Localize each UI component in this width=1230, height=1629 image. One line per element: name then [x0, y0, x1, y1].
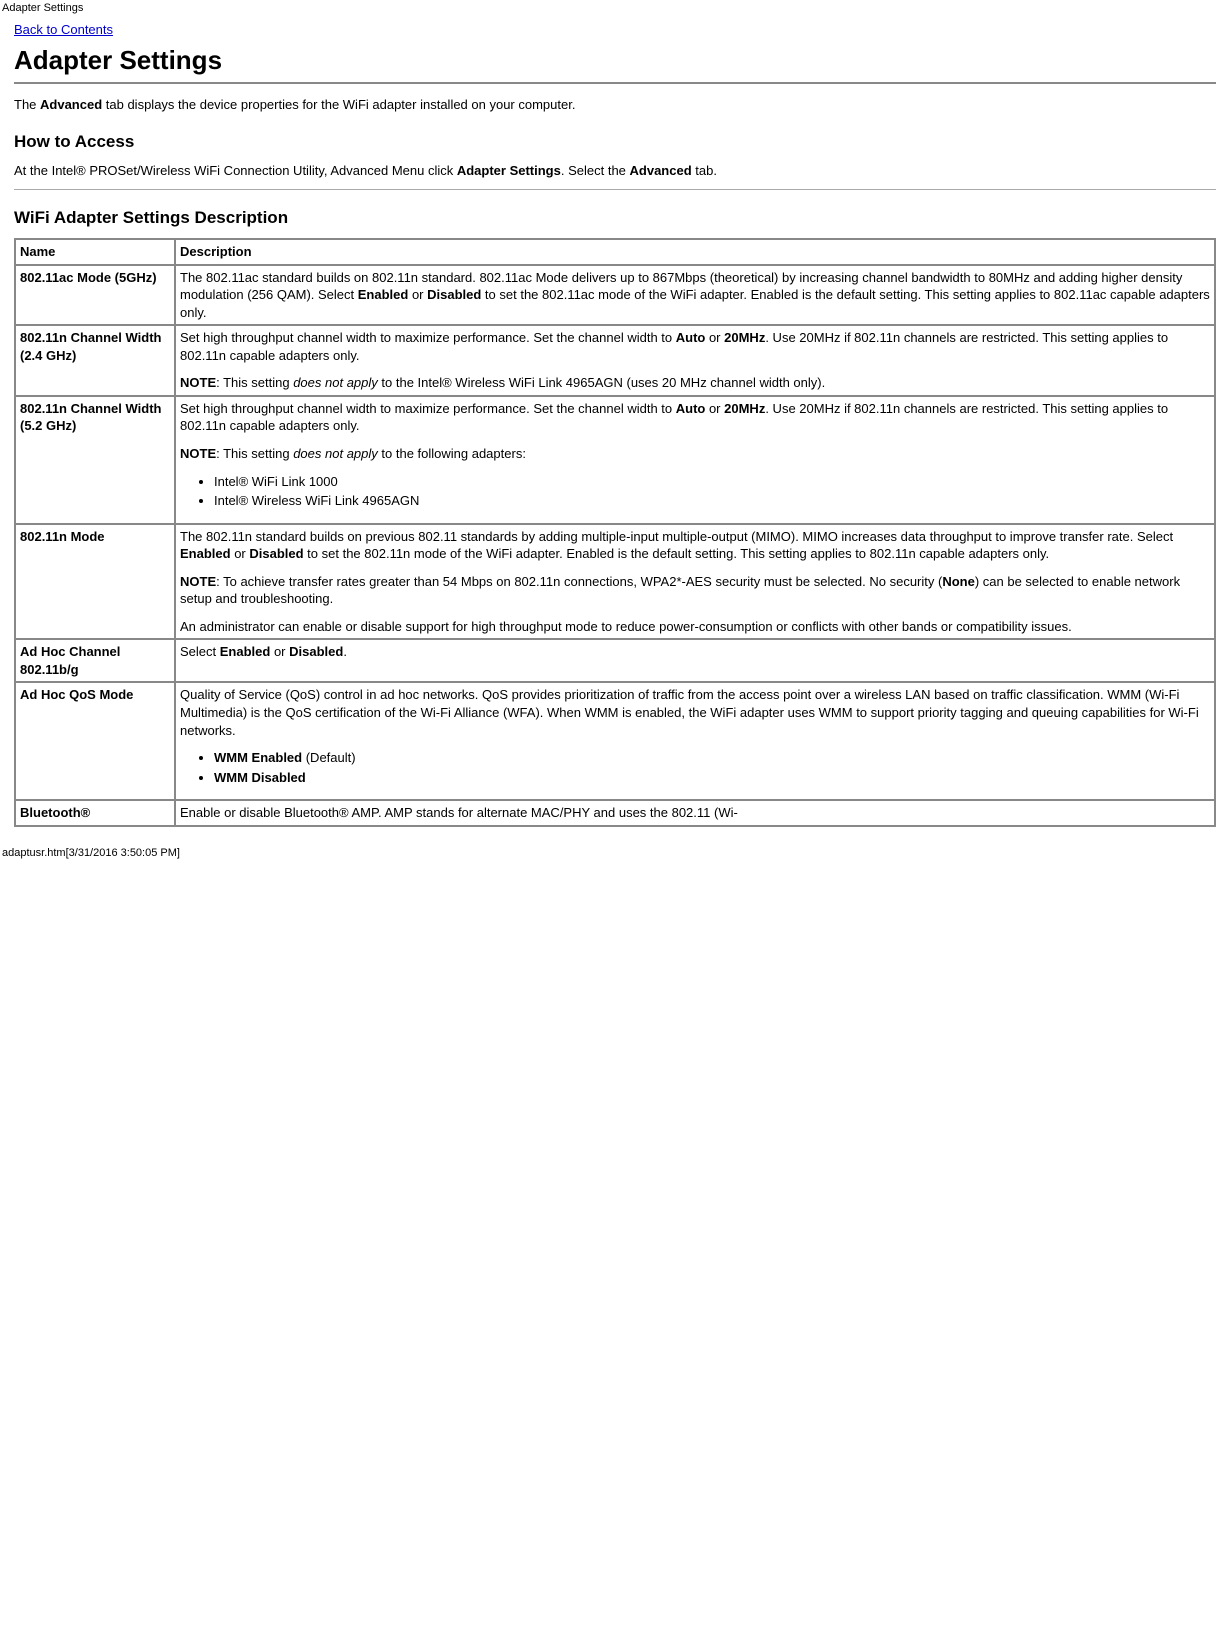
list-item: WMM Enabled (Default) — [214, 749, 1210, 767]
adapter-list: Intel® WiFi Link 1000 Intel® Wireless Wi… — [180, 473, 1210, 510]
setting-description: The 802.11n standard builds on previous … — [175, 524, 1215, 640]
setting-description: The 802.11ac standard builds on 802.11n … — [175, 265, 1215, 326]
setting-name: 802.11ac Mode (5GHz) — [15, 265, 175, 326]
table-heading: WiFi Adapter Settings Description — [14, 208, 1216, 228]
page-tag: Adapter Settings — [2, 2, 1230, 14]
list-item: Intel® WiFi Link 1000 — [214, 473, 1210, 491]
table-row: Bluetooth® Enable or disable Bluetooth® … — [15, 800, 1215, 826]
table-row: 802.11n Channel Width (2.4 GHz) Set high… — [15, 325, 1215, 396]
table-row: Ad Hoc QoS Mode Quality of Service (QoS)… — [15, 682, 1215, 800]
setting-name: 802.11n Channel Width (2.4 GHz) — [15, 325, 175, 396]
setting-name: 802.11n Mode — [15, 524, 175, 640]
table-row: 802.11ac Mode (5GHz) The 802.11ac standa… — [15, 265, 1215, 326]
setting-description: Select Enabled or Disabled. — [175, 639, 1215, 682]
col-description: Description — [175, 239, 1215, 265]
table-row: 802.11n Channel Width (5.2 GHz) Set high… — [15, 396, 1215, 524]
setting-name: Bluetooth® — [15, 800, 175, 826]
setting-name: 802.11n Channel Width (5.2 GHz) — [15, 396, 175, 524]
footer-path: adaptusr.htm[3/31/2016 3:50:05 PM] — [2, 847, 1230, 859]
setting-description: Enable or disable Bluetooth® AMP. AMP st… — [175, 800, 1215, 826]
list-item: WMM Disabled — [214, 769, 1210, 787]
back-to-contents-link[interactable]: Back to Contents — [14, 22, 113, 37]
table-row: 802.11n Mode The 802.11n standard builds… — [15, 524, 1215, 640]
setting-name: Ad Hoc Channel 802.11b/g — [15, 639, 175, 682]
list-item: Intel® Wireless WiFi Link 4965AGN — [214, 492, 1210, 510]
divider — [14, 82, 1216, 84]
settings-table: Name Description 802.11ac Mode (5GHz) Th… — [14, 238, 1216, 827]
how-to-access-text: At the Intel® PROSet/Wireless WiFi Conne… — [14, 162, 1216, 180]
setting-description: Set high throughput channel width to max… — [175, 396, 1215, 524]
setting-name: Ad Hoc QoS Mode — [15, 682, 175, 800]
col-name: Name — [15, 239, 175, 265]
divider — [14, 189, 1216, 190]
setting-description: Set high throughput channel width to max… — [175, 325, 1215, 396]
wmm-list: WMM Enabled (Default) WMM Disabled — [180, 749, 1210, 786]
page-title: Adapter Settings — [14, 45, 1216, 76]
table-header-row: Name Description — [15, 239, 1215, 265]
intro-paragraph: The Advanced tab displays the device pro… — [14, 96, 1216, 114]
setting-description: Quality of Service (QoS) control in ad h… — [175, 682, 1215, 800]
table-row: Ad Hoc Channel 802.11b/g Select Enabled … — [15, 639, 1215, 682]
how-to-access-heading: How to Access — [14, 132, 1216, 152]
